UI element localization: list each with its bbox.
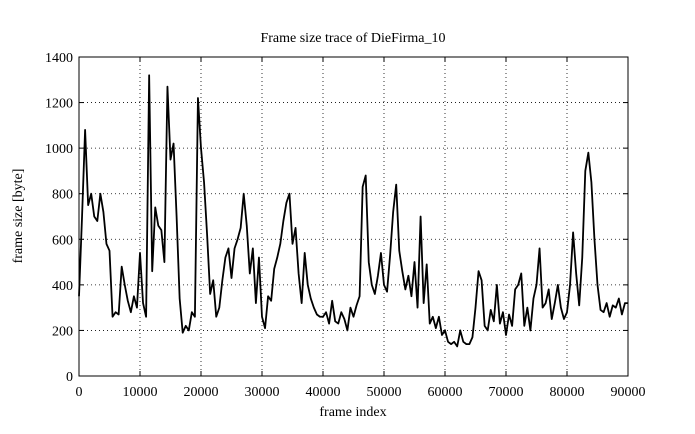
line-series bbox=[78, 74, 628, 348]
x-tick-label: 20000 bbox=[184, 385, 219, 400]
y-axis-label: frame size [byte] bbox=[11, 169, 26, 264]
chart-title: Frame size trace of DieFirma_10 bbox=[260, 31, 445, 46]
x-tick-label: 90000 bbox=[611, 385, 646, 400]
y-tick-label: 600 bbox=[52, 233, 73, 248]
x-tick-label: 40000 bbox=[306, 385, 341, 400]
x-tick-label: 60000 bbox=[428, 385, 463, 400]
y-tick-label: 1000 bbox=[45, 142, 73, 157]
x-tick-label: 0 bbox=[76, 385, 83, 400]
x-axis-label: frame index bbox=[319, 405, 386, 420]
y-tick-label: 1400 bbox=[45, 51, 73, 66]
y-tick-label: 0 bbox=[66, 370, 73, 385]
y-tick-label: 800 bbox=[52, 188, 73, 203]
x-tick-label: 30000 bbox=[245, 385, 280, 400]
x-tick-label: 10000 bbox=[123, 385, 158, 400]
y-tick-label: 1200 bbox=[45, 97, 73, 112]
x-tick-label: 80000 bbox=[550, 385, 585, 400]
x-tick-label: 50000 bbox=[367, 385, 402, 400]
plot-frame bbox=[78, 56, 629, 377]
y-tick-label: 400 bbox=[52, 279, 73, 294]
y-tick-label: 200 bbox=[52, 324, 73, 339]
x-tick-label: 70000 bbox=[489, 385, 524, 400]
